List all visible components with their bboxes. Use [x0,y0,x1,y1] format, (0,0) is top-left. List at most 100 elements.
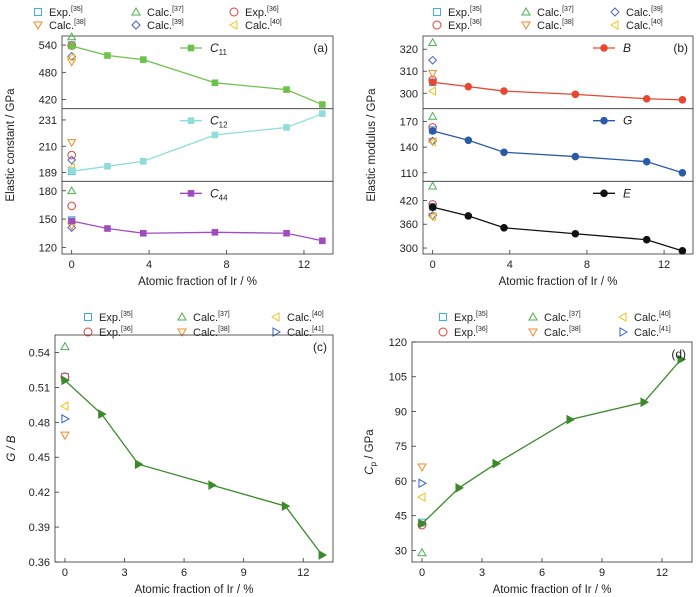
series-line [432,206,683,252]
legend-marker [521,6,531,16]
legend-marker [432,20,442,30]
legend-marker [34,8,42,16]
inline-legend-marker [187,117,195,124]
y-tick-label: 0.42 [29,487,50,499]
legend-label: Exp.[36] [99,326,133,339]
reference-point [60,431,70,441]
legend-ref: [38] [562,19,574,26]
y-tick-label: 120 [389,337,407,349]
y-tick-label: 0.45 [29,452,50,464]
plot-frame [411,341,693,563]
reference-point [67,185,77,195]
legend-ref: [36] [470,19,482,26]
plot-frame [61,35,334,255]
y-axis-label: G / B [6,435,18,462]
legend-label: Exp.[36] [448,19,482,32]
legend-label: Calc.[41] [634,326,671,339]
x-tick-label: 9 [241,567,247,579]
reference-point [427,86,436,96]
subplot-c11: 420 480 540 C11 [39,32,326,108]
data-point [283,124,290,131]
data-point [571,152,580,161]
x-tick-label: 12 [658,259,670,271]
reference-point [67,223,77,233]
series-name-sub: 12 [219,121,228,130]
data-point [678,247,687,255]
reference-point [427,181,438,190]
data-point [318,550,328,560]
y-tick-label: 30 [395,545,407,557]
y-tick-label: 0.39 [29,522,50,534]
y-tick-label: 0.51 [29,382,50,394]
x-tick-label: 0 [62,567,68,579]
y-tick-label: 150 [39,214,57,226]
data-point [500,223,508,232]
legend-ref: [35] [121,311,133,318]
series-line [71,113,323,172]
data-point [134,459,144,470]
subplot-e: 300 360 420 E [400,180,693,255]
series-line [64,379,323,556]
legend-label: Calc.[38] [193,326,230,339]
data-point [319,237,326,245]
data-point [642,94,651,103]
legend-label: Calc.[41] [287,326,324,339]
y-axis-label: Cp / GPa [364,429,378,475]
data-point [68,42,75,50]
legend-label: Exp.[35] [454,311,488,324]
y-tick-label: 0.36 [29,557,50,569]
legend-ref: [39] [172,19,184,26]
data-point [571,90,580,99]
inline-legend-marker [600,189,608,198]
data-point [428,127,437,135]
x-tick-label: 12 [656,567,668,579]
legend-marker [131,6,141,16]
data-point [61,375,70,386]
data-point [104,162,111,170]
data-point [428,203,437,211]
reference-point [427,137,436,147]
reference-point [416,492,426,503]
y-tick-label: 0.54 [29,347,50,359]
panel-label: (b) [673,41,688,55]
y-tick-label: 189 [39,168,57,180]
reference-point [60,341,70,351]
legend-marker [228,20,238,30]
legend-marker [528,328,538,338]
legend-ref: [40] [312,311,324,318]
y-axis-label-main: G / B [6,435,18,462]
x-axis-label: Atomic fraction of Ir / % [499,276,618,288]
legend-label: Calc.[40] [245,19,282,32]
legend-ref: [40] [651,19,663,26]
data-point [319,101,326,108]
legend-marker [439,313,447,321]
series-name: C44 [210,186,228,202]
data-point [640,397,650,408]
data-point [455,483,465,493]
reference-point [66,53,76,63]
legend-label: Calc.[38] [544,326,581,339]
data-point [283,229,290,237]
series-line [432,81,683,101]
reference-point [427,70,438,79]
legend-label: Calc.[38] [537,19,574,32]
legend-marker [521,21,531,31]
inline-legend-marker [600,116,608,125]
data-point [98,409,107,420]
y-tick-label: 90 [395,406,407,418]
reference-point [59,401,69,411]
legend-label: Calc.[37] [537,6,574,19]
legend-ref: [36] [121,326,133,333]
x-tick-label: 8 [584,259,590,271]
y-tick-label: 60 [395,476,407,488]
legend-label: Calc.[40] [634,311,671,324]
legend-marker [83,327,93,337]
x-tick-label: 6 [539,567,545,579]
data-point [678,96,687,104]
legend-label: Calc.[38] [49,19,86,32]
x-tick-label: 8 [223,259,229,271]
data-point [68,168,75,175]
series-name: G [623,114,632,128]
legend-label: Calc.[40] [287,311,324,324]
reference-point [67,32,77,41]
